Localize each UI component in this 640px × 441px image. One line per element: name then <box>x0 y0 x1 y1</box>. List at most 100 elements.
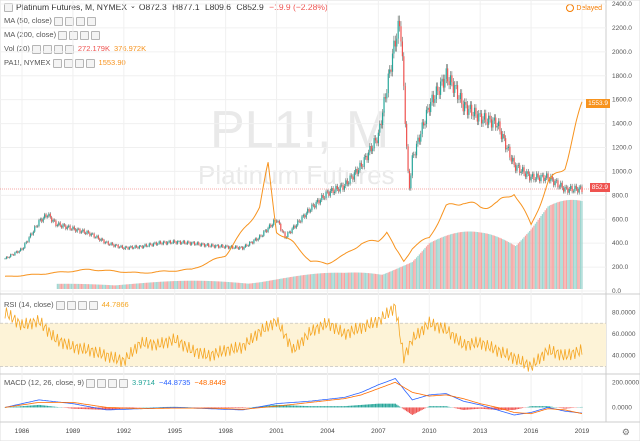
macd-histogram-bar <box>338 406 340 408</box>
candle-body <box>233 248 235 249</box>
macd-histogram-bar <box>510 407 512 410</box>
y-tick-label: 1200.0 <box>612 145 632 152</box>
visibility-icon[interactable] <box>86 378 96 388</box>
visibility-icon[interactable] <box>52 58 62 68</box>
volume-bar <box>281 278 283 289</box>
candle-body <box>499 121 501 132</box>
settings-icon[interactable] <box>42 44 52 54</box>
candle-body <box>133 247 135 249</box>
indicator-rsi[interactable]: RSI (14, close) 44.7866 <box>4 300 129 310</box>
close-icon[interactable] <box>53 44 63 54</box>
macd-histogram-bar <box>482 407 484 409</box>
indicator-macd[interactable]: MACD (12, 26, close, 9) 3.9714 −44.8735 … <box>4 378 226 388</box>
macd-histogram-bar <box>472 407 474 410</box>
macd-histogram-bar <box>479 407 481 409</box>
volume-bar <box>208 280 210 289</box>
volume-bar <box>398 267 401 289</box>
candle-body <box>270 224 272 227</box>
settings-icon[interactable] <box>63 58 73 68</box>
volume-bar <box>496 236 498 289</box>
macd-histogram-bar <box>106 407 108 410</box>
visibility-icon[interactable] <box>55 300 65 310</box>
volume-bar <box>202 280 204 289</box>
macd-histogram-bar <box>464 407 466 410</box>
indicator-ma50[interactable]: MA (50, close) <box>4 16 96 26</box>
candle-body <box>411 155 413 176</box>
collapse-legend-icon[interactable] <box>4 2 13 12</box>
macd-histogram-bar <box>39 405 41 408</box>
candle-body <box>465 102 467 105</box>
candle-body <box>15 251 17 253</box>
volume-bar <box>234 282 237 289</box>
indicator-volume[interactable]: Vol (20) 272.179K 376.972K <box>4 44 146 54</box>
candle-body <box>210 244 213 247</box>
volume-bar <box>288 277 290 289</box>
macd-histogram-bar <box>512 407 514 410</box>
close-icon[interactable] <box>108 378 118 388</box>
close-icon[interactable] <box>75 16 85 26</box>
indicator-label[interactable]: Vol (20) <box>4 44 30 53</box>
volume-bar <box>340 272 343 289</box>
candle-body <box>295 225 297 228</box>
visibility-icon[interactable] <box>31 44 41 54</box>
volume-bar <box>425 246 428 289</box>
visibility-icon[interactable] <box>58 30 68 40</box>
volume-bar <box>492 235 494 289</box>
comparison-series <box>4 101 583 277</box>
candle-body <box>316 199 319 202</box>
settings-icon[interactable] <box>69 30 79 40</box>
volume-bar <box>246 283 248 289</box>
close-icon[interactable] <box>74 58 84 68</box>
macd-histogram-bar <box>217 407 220 409</box>
volume-bar <box>328 272 330 289</box>
more-icon[interactable] <box>85 58 95 68</box>
settings-icon[interactable] <box>66 300 76 310</box>
volume-bar <box>99 284 101 289</box>
close-icon[interactable] <box>80 30 90 40</box>
candle-body <box>476 114 478 122</box>
candle-body <box>59 222 61 226</box>
volume-bar <box>301 275 303 289</box>
volume-bar <box>349 272 351 289</box>
indicator-compare[interactable]: PA1!, NYMEX 1553.90 <box>4 58 126 68</box>
more-icon[interactable] <box>88 300 98 310</box>
symbol-title[interactable]: Platinum Futures, M, NYMEX <box>16 2 128 12</box>
candle-body <box>34 226 36 232</box>
macd-histogram-bar <box>541 406 544 408</box>
indicator-ma200[interactable]: MA (200, close) <box>4 30 101 40</box>
candle-body <box>493 117 495 121</box>
volume-bar <box>287 277 289 289</box>
indicator-label[interactable]: MA (50, close) <box>4 16 52 25</box>
candle-body <box>502 134 504 140</box>
indicator-label[interactable]: MACD (12, 26, close, 9) <box>4 378 85 387</box>
indicator-label[interactable]: RSI (14, close) <box>4 300 54 309</box>
more-icon[interactable] <box>119 378 129 388</box>
indicator-label[interactable]: MA (200, close) <box>4 30 57 39</box>
candle-body <box>68 225 70 227</box>
settings-gear-icon[interactable]: ⚙ <box>621 427 630 437</box>
volume-bar <box>357 272 360 289</box>
indicator-label[interactable]: PA1!, NYMEX <box>4 58 51 67</box>
macd-histogram-bar <box>430 406 432 408</box>
symbol-header[interactable]: Platinum Futures, M, NYMEX ⌄ O872.3 H877… <box>4 2 328 12</box>
more-icon[interactable] <box>86 16 96 26</box>
more-icon[interactable] <box>91 30 101 40</box>
settings-icon[interactable] <box>64 16 74 26</box>
candle-body <box>486 121 488 125</box>
macd-histogram-bar <box>502 407 504 410</box>
settings-icon[interactable] <box>97 378 107 388</box>
candle-body <box>529 173 531 181</box>
volume-bar <box>403 265 405 289</box>
macd-histogram-bar <box>468 407 470 410</box>
macd-histogram-bar <box>85 407 87 410</box>
macd-histogram-bar <box>287 405 289 408</box>
chevron-down-icon[interactable]: ⌄ <box>130 3 136 10</box>
candle-body <box>328 191 330 196</box>
candle-body <box>302 215 305 217</box>
close-icon[interactable] <box>77 300 87 310</box>
visibility-icon[interactable] <box>53 16 63 26</box>
candle-body <box>570 185 572 189</box>
candle-body <box>152 243 155 246</box>
volume-bar <box>189 280 191 289</box>
